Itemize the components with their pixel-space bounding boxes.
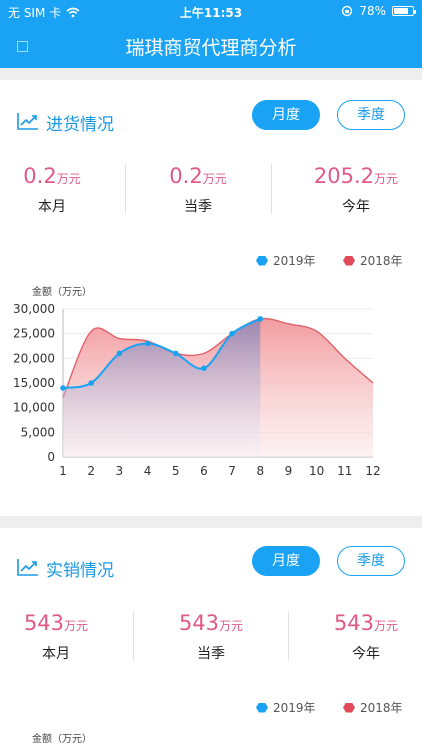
stat-divider bbox=[125, 164, 126, 214]
stat-value: 543 bbox=[23, 611, 65, 635]
stat-value: 543 bbox=[178, 611, 220, 635]
stat-caption: 当季 bbox=[197, 646, 225, 662]
series-2019-point[interactable] bbox=[116, 350, 123, 357]
carrier-label: 无 SIM 卡 bbox=[8, 6, 62, 20]
trend-chart-icon bbox=[17, 559, 38, 576]
sales-title: 实销情况 bbox=[46, 561, 114, 581]
series-2019-point[interactable] bbox=[229, 330, 235, 337]
stat-caption: 本月 bbox=[42, 646, 70, 662]
stat-month: 0.2万元 本月 bbox=[0, 164, 122, 216]
x-tick-label: 6 bbox=[200, 464, 208, 478]
stat-month: 543万元 本月 bbox=[0, 611, 126, 663]
x-tick-label: 4 bbox=[144, 464, 152, 478]
stat-quarter: 543万元 当季 bbox=[141, 611, 281, 663]
section-divider bbox=[0, 68, 422, 80]
trend-chart-icon bbox=[17, 113, 38, 130]
series-2019-point[interactable] bbox=[60, 385, 66, 391]
battery-icon bbox=[392, 6, 416, 16]
stat-divider bbox=[288, 611, 289, 661]
x-tick-label: 7 bbox=[228, 464, 236, 478]
stat-unit: 万元 bbox=[56, 172, 81, 186]
y-tick-label: 15,000 bbox=[13, 376, 55, 390]
legend-marker-icon bbox=[256, 255, 268, 266]
series-2019-point[interactable] bbox=[144, 340, 151, 347]
series-2019-area bbox=[63, 318, 261, 457]
legend-marker-icon bbox=[343, 255, 355, 266]
y-tick-label: 10,000 bbox=[13, 401, 55, 415]
legend-marker-icon bbox=[256, 702, 268, 713]
tab-monthly[interactable]: 月度 bbox=[252, 546, 320, 576]
legend-2018[interactable]: 2018年 bbox=[343, 699, 403, 716]
stat-divider bbox=[271, 164, 272, 214]
stat-divider bbox=[133, 611, 134, 661]
series-2018-line bbox=[62, 317, 374, 399]
stat-value: 543 bbox=[333, 611, 375, 635]
stat-year: 543万元 今年 bbox=[296, 611, 422, 663]
stat-unit: 万元 bbox=[202, 172, 227, 186]
series-2019-point[interactable] bbox=[172, 350, 179, 357]
y-tick-label: 5,000 bbox=[21, 425, 55, 439]
legend-marker-icon bbox=[343, 702, 355, 713]
status-bar: 无 SIM 卡 上午11:53 78% bbox=[0, 0, 422, 22]
legend-label: 2018年 bbox=[360, 701, 403, 715]
legend-label: 2019年 bbox=[273, 254, 316, 268]
legend-label: 2019年 bbox=[273, 701, 316, 715]
legend-label: 2018年 bbox=[360, 254, 403, 268]
stat-caption: 本月 bbox=[38, 199, 66, 215]
x-tick-label: 11 bbox=[337, 464, 352, 478]
x-tick-label: 1 bbox=[59, 464, 67, 478]
series-2019-point[interactable] bbox=[257, 316, 264, 322]
y-axis-label: 金额（万元） bbox=[32, 287, 92, 298]
series-2019-point[interactable] bbox=[88, 380, 94, 386]
stat-value: 205.2 bbox=[313, 164, 375, 188]
legend-2019[interactable]: 2019年 bbox=[256, 252, 316, 269]
series-2019-line bbox=[62, 317, 261, 389]
stat-caption: 今年 bbox=[352, 646, 380, 662]
status-time: 上午11:53 bbox=[179, 6, 243, 20]
stat-caption: 今年 bbox=[342, 199, 370, 215]
tab-quarterly[interactable]: 季度 bbox=[337, 546, 405, 576]
tab-monthly[interactable]: 月度 bbox=[252, 100, 320, 130]
y-tick-label: 20,000 bbox=[13, 351, 55, 365]
page-title: 瑞琪商贸代理商分析 bbox=[125, 37, 297, 59]
sales-section-header: 实销情况 月度 季度 bbox=[0, 546, 422, 590]
stat-unit: 万元 bbox=[219, 619, 244, 633]
y-tick-label: 30,000 bbox=[13, 302, 55, 316]
wifi-icon bbox=[66, 7, 80, 18]
x-tick-label: 9 bbox=[285, 464, 293, 478]
x-tick-label: 2 bbox=[87, 464, 95, 478]
nav-bar: 瑞琪商贸代理商分析 bbox=[0, 22, 422, 68]
orientation-lock-icon bbox=[342, 5, 353, 17]
legend-2018[interactable]: 2018年 bbox=[343, 252, 403, 269]
y-tick-label: 25,000 bbox=[13, 327, 55, 341]
stat-quarter: 0.2万元 当季 bbox=[128, 164, 268, 216]
legend-2019[interactable]: 2019年 bbox=[256, 699, 316, 716]
x-tick-label: 8 bbox=[256, 464, 264, 478]
back-button[interactable] bbox=[17, 41, 28, 52]
y-axis-label: 金额（万元） bbox=[32, 734, 92, 745]
x-tick-label: 10 bbox=[309, 464, 324, 478]
y-tick-label: 0 bbox=[47, 450, 55, 464]
series-2019-point[interactable] bbox=[201, 365, 207, 371]
x-tick-label: 12 bbox=[365, 464, 380, 478]
x-tick-label: 5 bbox=[172, 464, 180, 478]
tab-quarterly[interactable]: 季度 bbox=[337, 100, 405, 130]
stat-unit: 万元 bbox=[374, 619, 399, 633]
purchase-title: 进货情况 bbox=[46, 115, 114, 135]
stat-year: 205.2万元 今年 bbox=[286, 164, 422, 216]
x-tick-label: 3 bbox=[116, 464, 124, 478]
section-divider bbox=[0, 516, 422, 528]
stat-value: 0.2 bbox=[169, 164, 203, 188]
stat-unit: 万元 bbox=[64, 619, 89, 633]
stat-value: 0.2 bbox=[23, 164, 57, 188]
stat-unit: 万元 bbox=[374, 172, 399, 186]
purchase-section-header: 进货情况 月度 季度 bbox=[0, 100, 422, 144]
stat-caption: 当季 bbox=[184, 199, 212, 215]
battery-percent: 78% bbox=[359, 4, 386, 18]
